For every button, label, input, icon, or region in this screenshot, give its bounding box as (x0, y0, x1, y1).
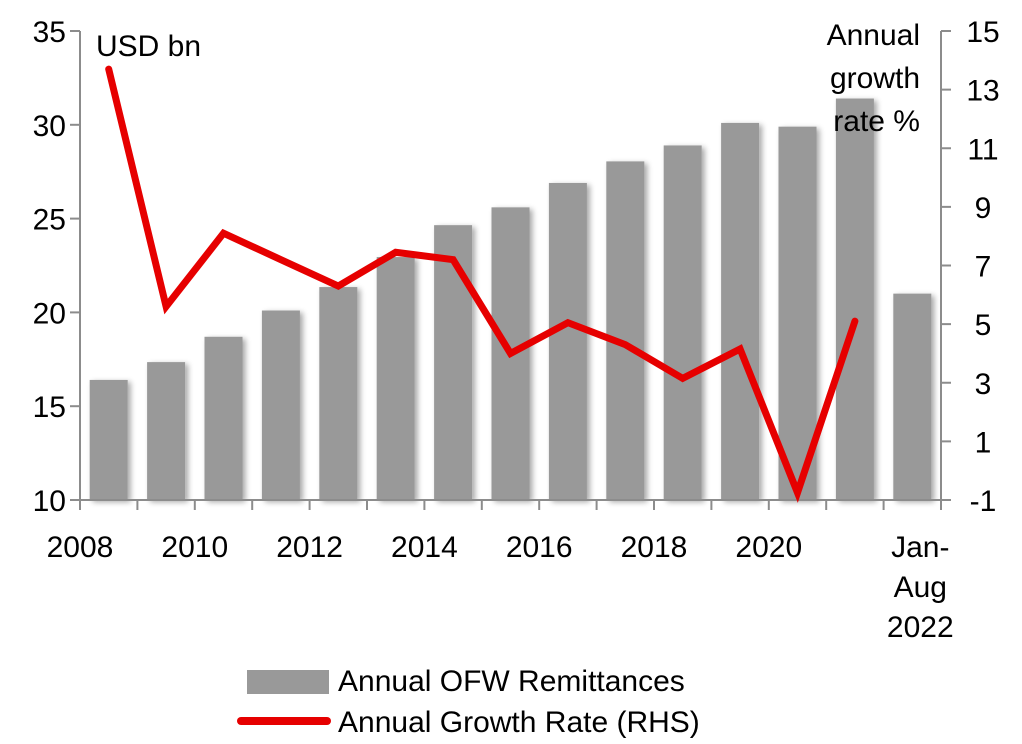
bar-2019 (721, 122, 760, 500)
x-axis-tick-label: Jan-Aug 2022 (887, 531, 954, 644)
bar-2012 (319, 287, 358, 500)
right-axis-tick-label: 3 (975, 368, 992, 401)
left-axis-tick-label: 35 (33, 16, 66, 49)
left-axis-tick-label: 10 (33, 485, 66, 518)
right-axis-label-line: Annual (827, 19, 920, 52)
x-axis-tick-label: 2010 (161, 531, 228, 564)
x-axis-tick-label: 2020 (735, 531, 802, 564)
legend-label-remittances: Annual OFW Remittances (338, 665, 685, 698)
right-axis-label-line: growth (830, 62, 920, 95)
right-axis-tick-label: 9 (975, 192, 992, 225)
left-axis-tick-label: 15 (33, 391, 66, 424)
bar-jan-aug-2022 (893, 293, 932, 500)
legend-swatch-remittances (247, 670, 329, 694)
right-axis-tick-label: 13 (966, 75, 999, 108)
right-axis-tick-label: 11 (967, 133, 998, 166)
right-axis-tick-label: 1 (975, 426, 992, 459)
left-axis-unit-label: USD bn (96, 30, 201, 63)
bar-2018 (663, 145, 702, 500)
x-axis-tick-label: 2018 (621, 531, 688, 564)
right-axis-tick-label: -1 (970, 485, 997, 518)
left-axis-tick-label: 30 (33, 110, 66, 143)
x-axis-tick-label: 2016 (506, 531, 573, 564)
bar-2021 (835, 98, 874, 500)
right-axis-tick-label: 7 (975, 251, 992, 284)
bar-2009 (147, 362, 186, 500)
bar-2014 (434, 225, 473, 500)
bar-2010 (204, 336, 243, 500)
bar-2011 (261, 310, 300, 500)
right-axis-label-line: rate % (833, 105, 920, 138)
bar-series-remittances (89, 98, 932, 501)
legend: Annual OFW Remittances Annual Growth Rat… (237, 665, 700, 739)
x-axis-tick-label: 2012 (276, 531, 343, 564)
right-axis-tick-label: 5 (975, 309, 992, 342)
bar-2020 (778, 126, 817, 501)
bar-2008 (89, 379, 128, 500)
x-axis-tick-label: 2008 (47, 531, 114, 564)
left-axis-tick-label: 20 (33, 297, 66, 330)
legend-label-growth: Annual Growth Rate (RHS) (338, 706, 700, 739)
bar-2017 (606, 161, 645, 500)
growth-rate-line (105, 65, 859, 503)
bar-2013 (376, 257, 415, 500)
right-axis-unit-label: Annual growth rate % (827, 19, 920, 138)
x-axis-tick-label: 2014 (391, 531, 458, 564)
right-axis-tick-label: 15 (966, 16, 999, 49)
left-axis-tick-label: 25 (33, 204, 66, 237)
line-series-growth (105, 65, 859, 503)
bar-2016 (548, 182, 587, 500)
